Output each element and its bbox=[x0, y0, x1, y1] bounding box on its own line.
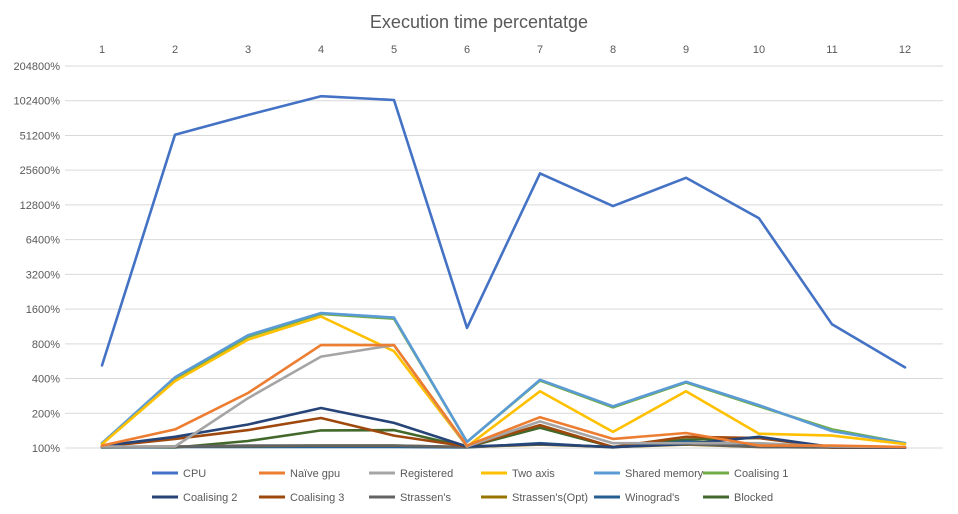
legend-label: Coalising 1 bbox=[734, 468, 788, 480]
y-tick-label: 51200% bbox=[20, 130, 61, 142]
y-tick-label: 204800% bbox=[14, 61, 61, 73]
series-lines bbox=[100, 94, 907, 449]
series-line-cpu bbox=[100, 94, 907, 369]
legend-label: Shared memory bbox=[625, 468, 704, 480]
x-tick-label: 3 bbox=[245, 44, 251, 56]
legend-label: Strassen's bbox=[400, 492, 452, 504]
chart-title: Execution time percentatge bbox=[370, 12, 588, 32]
legend-item: Naïve gpu bbox=[259, 468, 340, 480]
legend-label: Coalising 2 bbox=[183, 492, 237, 504]
x-tick-label: 1 bbox=[99, 44, 105, 56]
x-tick-label: 12 bbox=[899, 44, 911, 56]
y-axis-tick-labels: 100% 200% 400% 800% 1600% 3200% 6400% 12800% 256… bbox=[14, 61, 61, 455]
y-tick-label: 200% bbox=[32, 408, 60, 420]
y-tick-label: 100% bbox=[32, 443, 60, 455]
x-tick-label: 2 bbox=[172, 44, 178, 56]
legend-item: Shared memory bbox=[594, 468, 704, 480]
x-tick-label: 6 bbox=[464, 44, 470, 56]
y-tick-label: 1600% bbox=[26, 304, 60, 316]
y-tick-label: 400% bbox=[32, 374, 60, 386]
y-tick-label: 12800% bbox=[20, 200, 61, 212]
legend-item: Strassen's bbox=[369, 492, 452, 504]
legend-item: Blocked bbox=[703, 492, 773, 504]
gridlines bbox=[65, 65, 943, 449]
legend-item: Strassen's(Opt) bbox=[481, 492, 588, 504]
legend-item: Coalising 3 bbox=[259, 492, 344, 504]
legend-label: Winograd's bbox=[625, 492, 680, 504]
legend-label: Coalising 3 bbox=[290, 492, 344, 504]
series-line-coalising-2 bbox=[100, 406, 907, 449]
x-axis-tick-labels: 1 2 3 4 5 6 7 8 9 10 11 12 bbox=[99, 44, 911, 56]
legend-label: Two axis bbox=[512, 468, 555, 480]
legend-item: CPU bbox=[152, 468, 206, 480]
y-tick-label: 800% bbox=[32, 339, 60, 351]
legend-item: Two axis bbox=[481, 468, 555, 480]
y-tick-label: 3200% bbox=[26, 269, 60, 281]
series-line-na-ve-gpu bbox=[100, 343, 907, 449]
x-tick-label: 4 bbox=[318, 44, 324, 56]
legend-label: CPU bbox=[183, 468, 206, 480]
legend-label: Naïve gpu bbox=[290, 468, 340, 480]
legend: CPU Naïve gpu Registered Two axis Shared mem… bbox=[152, 468, 788, 504]
legend-item: Coalising 2 bbox=[152, 492, 237, 504]
legend-label: Registered bbox=[400, 468, 453, 480]
series-line-two-axis bbox=[100, 315, 907, 448]
y-tick-label: 25600% bbox=[20, 165, 61, 177]
series-line-registered bbox=[100, 343, 907, 449]
legend-item: Coalising 1 bbox=[703, 468, 788, 480]
series-line-shared-memory bbox=[100, 311, 907, 445]
x-tick-label: 7 bbox=[537, 44, 543, 56]
legend-label: Strassen's(Opt) bbox=[512, 492, 588, 504]
x-tick-label: 8 bbox=[610, 44, 616, 56]
x-tick-label: 10 bbox=[753, 44, 765, 56]
legend-item: Registered bbox=[369, 468, 453, 480]
y-tick-label: 6400% bbox=[26, 235, 60, 247]
y-tick-label: 102400% bbox=[14, 96, 61, 108]
x-tick-label: 11 bbox=[826, 44, 837, 56]
x-tick-label: 5 bbox=[391, 44, 397, 56]
legend-item: Winograd's bbox=[594, 492, 680, 504]
x-tick-label: 9 bbox=[683, 44, 689, 56]
legend-label: Blocked bbox=[734, 492, 773, 504]
